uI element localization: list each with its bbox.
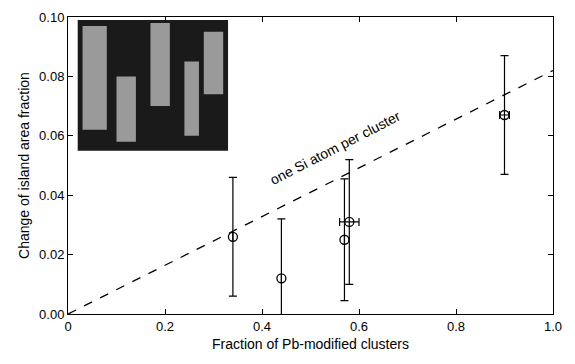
svg-text:0.8: 0.8	[447, 319, 465, 334]
svg-text:0.06: 0.06	[39, 128, 64, 143]
svg-text:Change of island area fraction: Change of island area fraction	[16, 72, 32, 259]
svg-text:0.10: 0.10	[39, 10, 64, 25]
svg-text:0.2: 0.2	[156, 319, 174, 334]
svg-text:one Si atom per cluster: one Si atom per cluster	[267, 108, 403, 188]
svg-text:0: 0	[64, 319, 71, 334]
svg-text:0.02: 0.02	[39, 247, 64, 262]
svg-text:Fraction of Pb-modified cluste: Fraction of Pb-modified clusters	[212, 336, 409, 352]
svg-text:0.4: 0.4	[253, 319, 271, 334]
svg-text:0.08: 0.08	[39, 69, 64, 84]
svg-text:0.04: 0.04	[39, 188, 64, 203]
svg-text:1.0: 1.0	[544, 319, 562, 334]
svg-text:0.6: 0.6	[350, 319, 368, 334]
svg-text:0.00: 0.00	[39, 307, 64, 322]
